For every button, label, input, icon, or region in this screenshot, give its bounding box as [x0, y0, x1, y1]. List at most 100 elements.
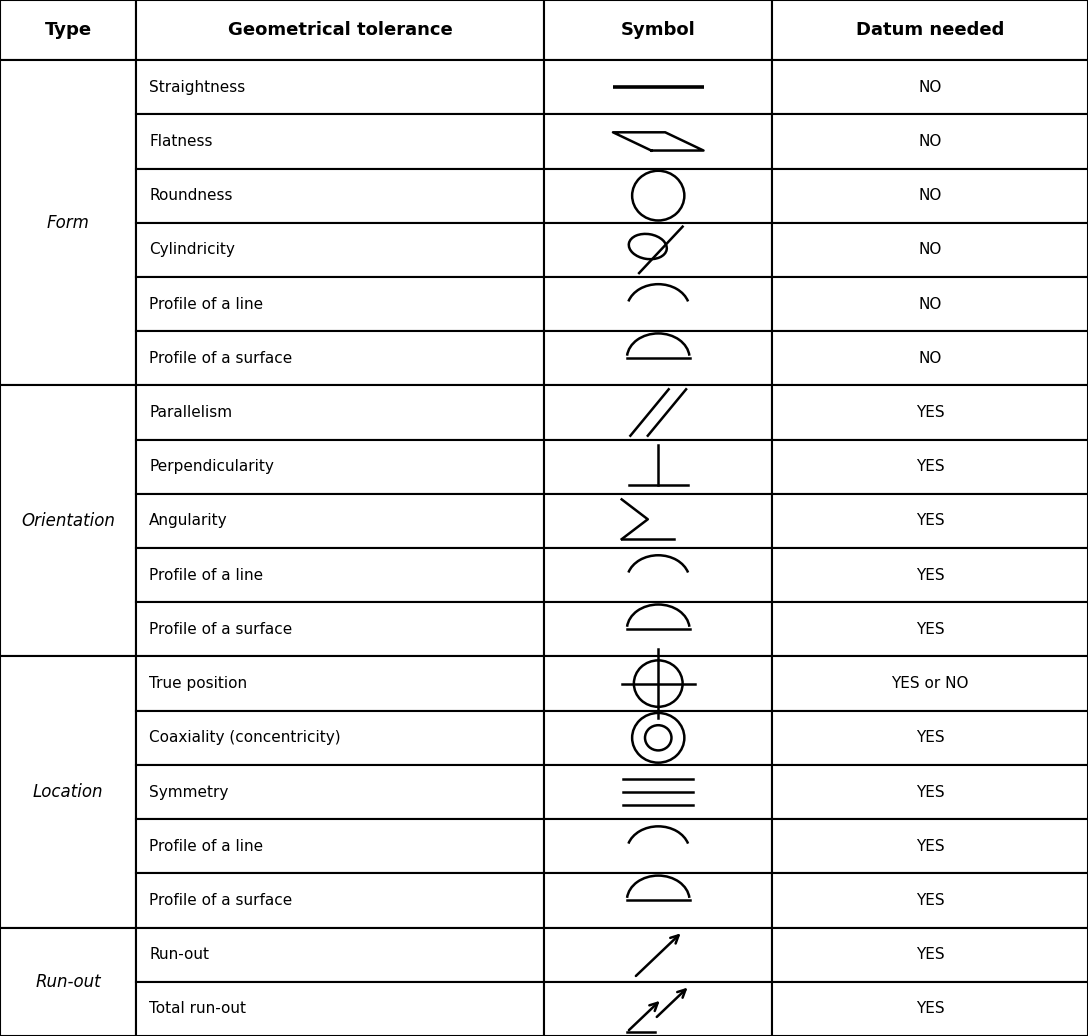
Text: YES: YES: [916, 784, 944, 800]
Text: YES: YES: [916, 405, 944, 420]
Bar: [0, 927, 136, 1036]
Bar: [136, 602, 544, 657]
Bar: [544, 711, 772, 765]
Bar: [136, 927, 544, 982]
Bar: [544, 332, 772, 385]
Text: YES: YES: [916, 947, 944, 962]
Text: Angularity: Angularity: [149, 514, 227, 528]
Text: YES: YES: [916, 893, 944, 908]
Bar: [772, 385, 1088, 439]
Text: YES or NO: YES or NO: [891, 677, 969, 691]
Bar: [772, 114, 1088, 169]
Text: NO: NO: [918, 134, 942, 149]
Bar: [544, 0, 772, 60]
Text: Datum needed: Datum needed: [856, 21, 1004, 39]
Bar: [136, 385, 544, 439]
Bar: [136, 0, 544, 60]
Bar: [136, 332, 544, 385]
Text: Run-out: Run-out: [149, 947, 209, 962]
Text: Form: Form: [47, 213, 89, 232]
Bar: [544, 223, 772, 277]
Text: Run-out: Run-out: [35, 973, 101, 990]
Bar: [772, 223, 1088, 277]
Text: YES: YES: [916, 622, 944, 637]
Bar: [772, 332, 1088, 385]
Bar: [772, 439, 1088, 494]
Bar: [0, 385, 136, 657]
Bar: [0, 60, 136, 385]
Text: True position: True position: [149, 677, 247, 691]
Text: Profile of a surface: Profile of a surface: [149, 351, 293, 366]
Bar: [772, 0, 1088, 60]
Bar: [0, 657, 136, 927]
Text: NO: NO: [918, 351, 942, 366]
Bar: [772, 60, 1088, 114]
Text: Total run-out: Total run-out: [149, 1002, 246, 1016]
Bar: [544, 548, 772, 602]
Bar: [772, 819, 1088, 873]
Text: Location: Location: [33, 783, 103, 801]
Bar: [544, 602, 772, 657]
Text: Profile of a line: Profile of a line: [149, 296, 263, 312]
Text: YES: YES: [916, 459, 944, 474]
Bar: [136, 819, 544, 873]
Bar: [772, 711, 1088, 765]
Text: Symbol: Symbol: [621, 21, 695, 39]
Bar: [772, 765, 1088, 819]
Bar: [772, 873, 1088, 927]
Text: Profile of a line: Profile of a line: [149, 839, 263, 854]
Bar: [772, 982, 1088, 1036]
Text: YES: YES: [916, 1002, 944, 1016]
Bar: [136, 711, 544, 765]
Bar: [136, 548, 544, 602]
Bar: [544, 277, 772, 332]
Text: NO: NO: [918, 242, 942, 257]
Bar: [544, 819, 772, 873]
Text: Parallelism: Parallelism: [149, 405, 232, 420]
Text: Profile of a surface: Profile of a surface: [149, 622, 293, 637]
Bar: [772, 927, 1088, 982]
Bar: [544, 169, 772, 223]
Bar: [136, 439, 544, 494]
Text: Profile of a line: Profile of a line: [149, 568, 263, 582]
Text: Coaxiality (concentricity): Coaxiality (concentricity): [149, 730, 341, 745]
Bar: [544, 60, 772, 114]
Text: YES: YES: [916, 568, 944, 582]
Text: Perpendicularity: Perpendicularity: [149, 459, 274, 474]
Text: Flatness: Flatness: [149, 134, 212, 149]
Text: Cylindricity: Cylindricity: [149, 242, 235, 257]
Text: NO: NO: [918, 189, 942, 203]
Text: NO: NO: [918, 80, 942, 94]
Text: Profile of a surface: Profile of a surface: [149, 893, 293, 908]
Text: Type: Type: [45, 21, 91, 39]
Bar: [136, 169, 544, 223]
Bar: [136, 60, 544, 114]
Text: YES: YES: [916, 514, 944, 528]
Bar: [772, 548, 1088, 602]
Text: Roundness: Roundness: [149, 189, 233, 203]
Bar: [136, 114, 544, 169]
Text: NO: NO: [918, 296, 942, 312]
Bar: [544, 873, 772, 927]
Bar: [0, 0, 136, 60]
Bar: [544, 982, 772, 1036]
Bar: [544, 765, 772, 819]
Bar: [544, 439, 772, 494]
Text: Straightness: Straightness: [149, 80, 245, 94]
Text: Orientation: Orientation: [21, 512, 115, 530]
Bar: [772, 169, 1088, 223]
Bar: [136, 765, 544, 819]
Bar: [544, 494, 772, 548]
Bar: [544, 114, 772, 169]
Text: YES: YES: [916, 839, 944, 854]
Bar: [544, 927, 772, 982]
Bar: [544, 385, 772, 439]
Bar: [136, 277, 544, 332]
Bar: [772, 602, 1088, 657]
Bar: [136, 982, 544, 1036]
Bar: [136, 494, 544, 548]
Bar: [772, 657, 1088, 711]
Text: Geometrical tolerance: Geometrical tolerance: [227, 21, 453, 39]
Bar: [136, 657, 544, 711]
Bar: [772, 494, 1088, 548]
